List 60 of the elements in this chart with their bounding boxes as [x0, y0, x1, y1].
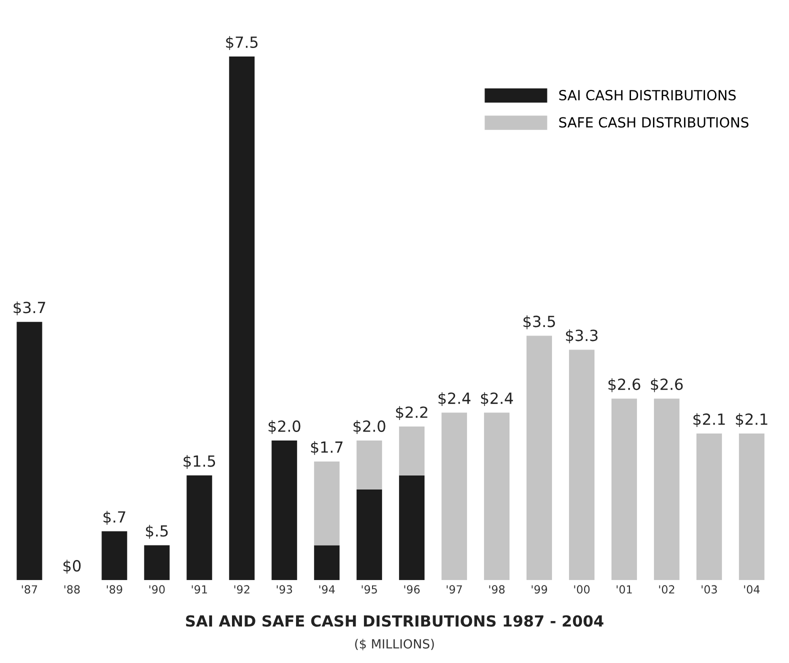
bar — [654, 398, 680, 580]
data-label: $2.6 — [608, 378, 640, 392]
bar — [186, 475, 212, 580]
x-tick-label: '89 — [106, 585, 122, 594]
bar — [568, 350, 594, 580]
text: SAI AND SAFE CASH DISTRIBUTIONS 1987 - 2004 — [186, 615, 604, 627]
data-label: $.7 — [104, 510, 126, 525]
bar — [696, 434, 722, 580]
bar — [314, 545, 340, 580]
text: ($ MILLIONS) — [355, 638, 434, 650]
legend-label: SAI CASH DISTRIBUTIONS — [559, 90, 736, 100]
data-label: $3.5 — [524, 315, 555, 330]
data-label: $2.0 — [268, 420, 300, 434]
x-tick-label: '93 — [276, 585, 292, 594]
bar — [102, 531, 128, 580]
x-tick-label: '00 — [574, 585, 590, 594]
x-tick-label: '04 — [744, 585, 760, 594]
x-tick-label: '02 — [659, 585, 674, 594]
bar — [272, 440, 298, 580]
bar — [526, 336, 552, 580]
total-label: $1.7 — [311, 441, 343, 455]
x-tick-label: '94 — [319, 585, 335, 594]
bar — [356, 489, 382, 580]
x-tick-label: '92 — [234, 585, 250, 594]
bar — [16, 322, 42, 580]
x-tick-label: '99 — [532, 585, 548, 594]
x-tick-label: '96 — [404, 585, 420, 594]
x-tick-label: '98 — [489, 585, 505, 594]
data-label: $3.3 — [566, 329, 598, 344]
bar — [611, 398, 637, 580]
data-label: $3.7 — [14, 301, 46, 316]
bar — [314, 461, 340, 546]
x-tick-label: '91 — [192, 585, 207, 594]
data-label: $1.5 — [184, 455, 216, 469]
x-tick-label: '88 — [64, 585, 80, 594]
bar — [399, 426, 425, 476]
x-tick-label: '87 — [22, 585, 38, 594]
bar — [442, 412, 468, 580]
data-label: $2.1 — [693, 413, 725, 428]
data-label: $2.6 — [650, 378, 683, 392]
bar — [356, 440, 382, 490]
data-label: $2.4 — [438, 392, 470, 406]
data-label: $7.5 — [226, 36, 258, 50]
legend-label: SAFE CASH DISTRIBUTIONS — [559, 117, 748, 128]
x-tick-label: '95 — [362, 585, 377, 594]
data-label: $0 — [63, 560, 81, 574]
total-label: $2.2 — [396, 406, 428, 420]
total-label: $2.0 — [354, 420, 386, 434]
bar — [229, 56, 255, 580]
x-tick-label: '01 — [616, 585, 632, 594]
x-tick-label: '03 — [702, 585, 717, 594]
bar — [144, 545, 170, 580]
data-label: $.5 — [146, 524, 168, 539]
bar — [738, 434, 764, 580]
bar — [484, 412, 510, 580]
data-label: $2.1 — [736, 413, 768, 428]
x-tick-label: '97 — [446, 585, 462, 594]
x-tick-label: '90 — [149, 585, 165, 594]
bar — [399, 475, 425, 580]
data-label: $2.4 — [481, 392, 513, 406]
